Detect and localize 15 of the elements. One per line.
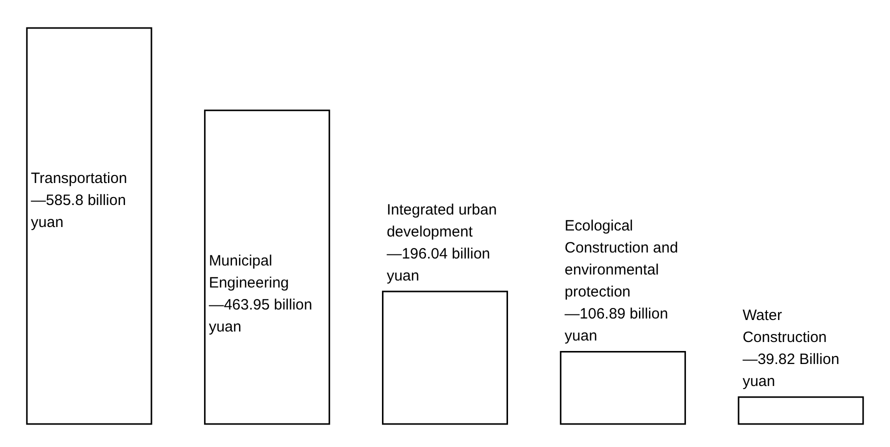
- x-tick-label: Water Construction: [742, 307, 827, 346]
- x-tick-label: Municipal Engineering: [208, 252, 289, 292]
- x-tick-label: Transportation: [30, 170, 128, 187]
- data-label: —39.82 Billion yuan: [742, 351, 840, 390]
- bar: [382, 290, 508, 425]
- x-tick-label: Integrated urban development: [386, 201, 497, 240]
- data-label: —463.95 billion yuan: [208, 296, 312, 336]
- data-label: —585.8 billion yuan: [30, 192, 126, 231]
- x-tick-label: Ecological Construction and environmental protection: [564, 218, 678, 301]
- bar: [204, 110, 330, 425]
- bar: [738, 396, 864, 425]
- bar: [26, 27, 152, 425]
- bar: [560, 350, 686, 425]
- data-label: —106.89 billion yuan: [564, 306, 668, 345]
- data-label: —196.04 billion yuan: [386, 245, 490, 284]
